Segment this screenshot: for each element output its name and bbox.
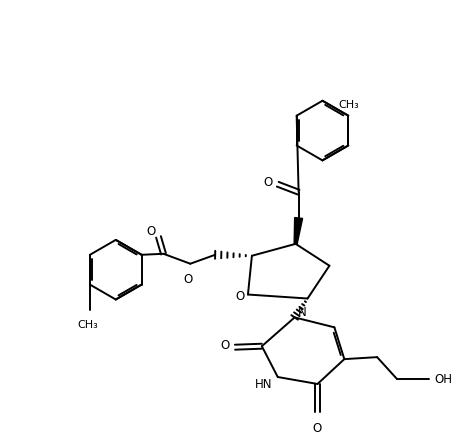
Text: O: O: [235, 290, 245, 303]
Text: HN: HN: [255, 378, 273, 392]
Text: OH: OH: [435, 373, 453, 386]
Text: CH₃: CH₃: [338, 100, 358, 110]
Text: O: O: [146, 225, 155, 238]
Text: O: O: [313, 422, 322, 435]
Text: O: O: [220, 339, 230, 352]
Polygon shape: [294, 217, 303, 244]
Text: CH₃: CH₃: [78, 320, 99, 330]
Text: N: N: [298, 306, 307, 319]
Text: O: O: [184, 273, 193, 286]
Text: O: O: [263, 176, 272, 189]
